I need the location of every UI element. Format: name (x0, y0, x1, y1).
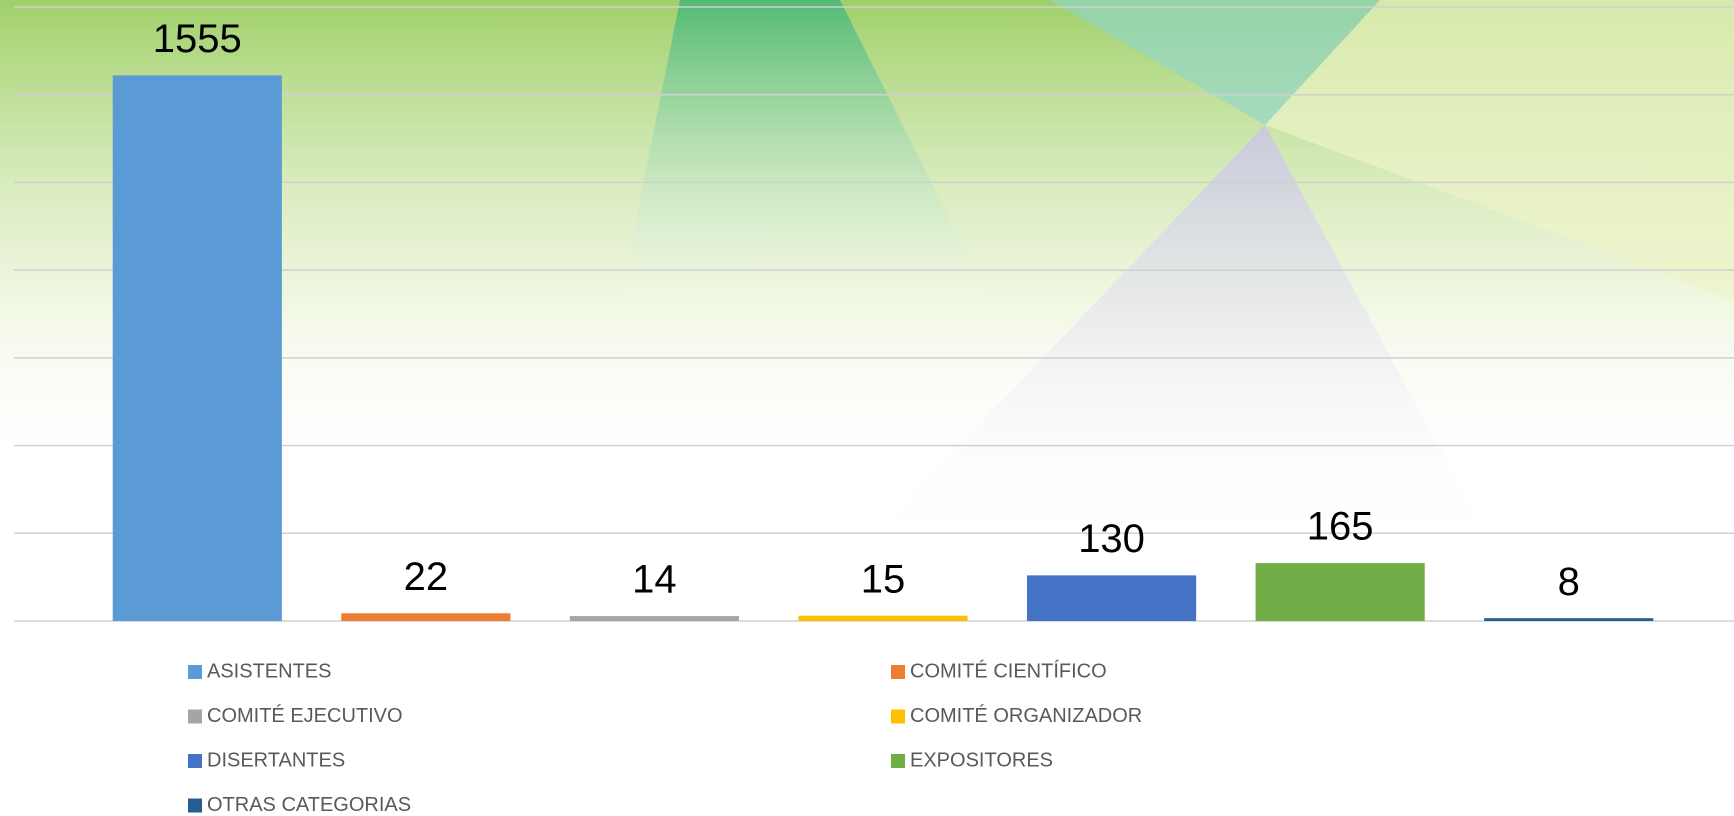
legend-label: EXPOSITORES (910, 749, 1053, 771)
data-label: 8 (1558, 560, 1580, 604)
data-label: 22 (404, 555, 449, 599)
chart: 1555 ASISTENTES 22 COMITÉ CIENTÍFICO 14 COMIT… (0, 0, 1734, 816)
bar (1484, 618, 1653, 621)
legend-swatch (891, 710, 905, 724)
legend-swatch (188, 754, 202, 768)
page: 1555 ASISTENTES 22 COMITÉ CIENTÍFICO 14 COMIT… (0, 0, 1734, 816)
legend-label: DISERTANTES (207, 749, 345, 771)
data-label: 165 (1307, 505, 1374, 549)
bar (341, 613, 510, 621)
data-label: 130 (1078, 517, 1145, 561)
legend-swatch (188, 710, 202, 724)
data-label: 15 (861, 557, 906, 601)
bar (1256, 563, 1425, 621)
legend-swatch (891, 665, 905, 679)
bar (113, 75, 282, 621)
legend-label: COMITÉ EJECUTIVO (207, 704, 403, 727)
legend-label: OTRAS CATEGORIAS (207, 794, 411, 816)
legend-label: COMITÉ ORGANIZADOR (910, 704, 1142, 727)
legend-swatch (188, 799, 202, 813)
legend-swatch (188, 665, 202, 679)
legend-label: ASISTENTES (207, 660, 331, 682)
bar (798, 616, 967, 621)
data-label: 14 (632, 558, 677, 602)
data-label: 1555 (153, 17, 242, 61)
legend-label: COMITÉ CIENTÍFICO (910, 659, 1107, 682)
bar (570, 616, 739, 621)
legend-swatch (891, 754, 905, 768)
bar (1027, 575, 1196, 621)
